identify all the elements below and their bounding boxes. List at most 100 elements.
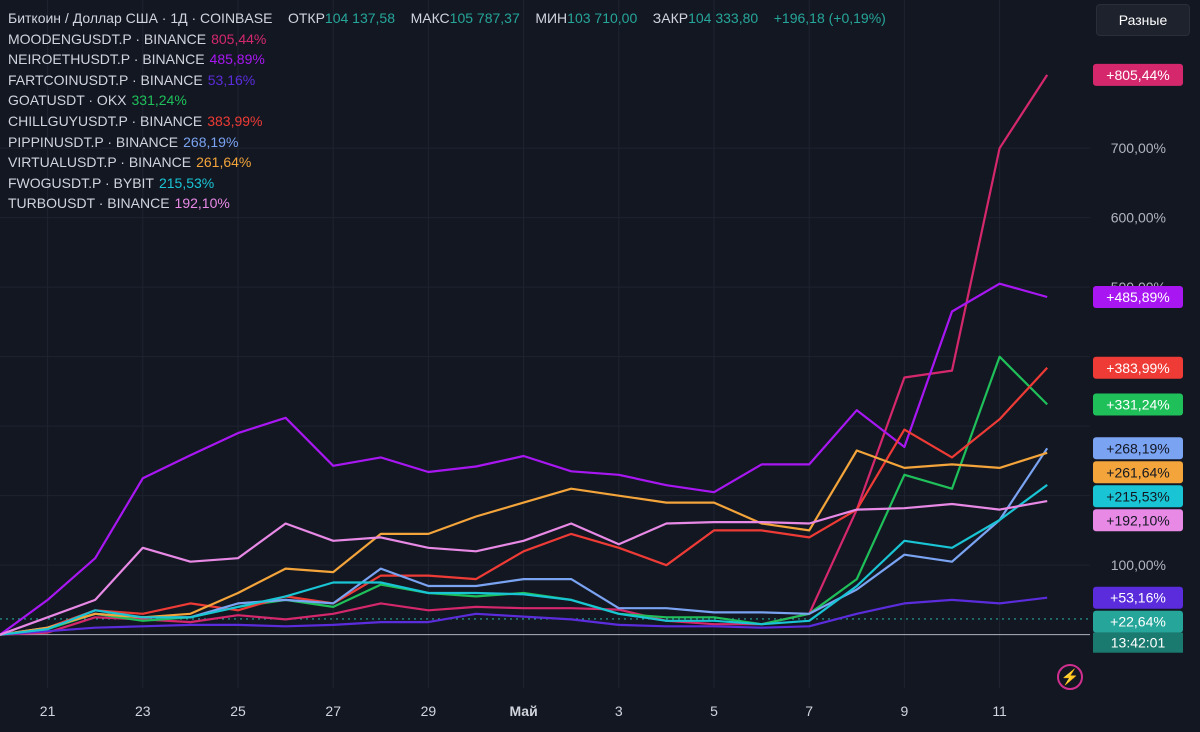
x-tick-label: 11: [992, 703, 1007, 719]
ohlc-low-label: МИН: [535, 10, 568, 26]
ohlc-open-value: 104 137,58: [324, 10, 395, 26]
series-badge-bg: [1093, 63, 1183, 86]
series-badge-label: +331,24%: [1106, 396, 1169, 412]
x-tick-label: 25: [230, 703, 246, 719]
y-axis-tick-labels: 100,00%500,00%600,00%700,00%: [1111, 140, 1166, 573]
compare-symbol-row[interactable]: MOODENGUSDT.P · BINANCE 805,44%: [8, 29, 886, 50]
series-badge-label: +485,89%: [1106, 289, 1169, 305]
series-line: [0, 355, 1048, 636]
series-badge: +485,89%: [1093, 285, 1183, 308]
countdown-label: 13:42:01: [1111, 635, 1166, 651]
series-badge-bg: [1093, 586, 1183, 609]
compare-symbol-change: 805,44%: [211, 30, 267, 47]
grid-lines: [0, 0, 1090, 688]
series-badge: +383,99%: [1093, 356, 1183, 379]
series-line: [0, 500, 1048, 636]
x-tick-label: 9: [901, 703, 909, 719]
series-badge: +268,19%: [1093, 437, 1183, 460]
compare-symbol-row[interactable]: TURBOUSDT · BINANCE 192,10%: [8, 193, 886, 214]
series-badge-bg: [1093, 461, 1183, 484]
compare-symbol-change: 53,16%: [207, 71, 256, 88]
ohlc-high-value: 105 787,37: [449, 10, 520, 26]
compare-symbol-change: 261,64%: [196, 154, 252, 171]
compare-symbol-change: 192,10%: [174, 195, 230, 212]
series-line: [0, 367, 1049, 636]
ohlc-low-value: 103 710,00: [567, 10, 638, 26]
compare-symbol-row[interactable]: FWOGUSDT.P · BYBIT 215,53%: [8, 173, 886, 194]
compare-symbol-change: 268,19%: [183, 133, 239, 150]
series-badge-label: +192,10%: [1106, 512, 1169, 528]
x-tick-label: 23: [135, 703, 151, 719]
series-badge: +22,64%: [1093, 610, 1183, 633]
compare-symbol-change: 215,53%: [158, 174, 215, 191]
compare-symbol-name: GOATUSDT · OKX: [8, 92, 127, 109]
lightning-icon[interactable]: ⚡: [1057, 664, 1083, 690]
series-badge-label: +261,64%: [1106, 464, 1169, 480]
y-tick-label: 600,00%: [1111, 210, 1166, 226]
x-tick-label: 5: [710, 703, 718, 719]
series-badge-label: +268,19%: [1106, 440, 1169, 456]
compare-symbol-name: FWOGUSDT.P · BYBIT: [8, 174, 154, 191]
series-line: [0, 449, 1048, 636]
compare-symbol-name: VIRTUALUSDT.P · BINANCE: [8, 154, 192, 171]
compare-symbol-row[interactable]: PIPPINUSDT.P · BINANCE 268,19%: [8, 132, 886, 153]
series-line: [0, 484, 1048, 636]
series-badge: +215,53%: [1093, 485, 1183, 508]
y-tick-label: 700,00%: [1111, 140, 1166, 156]
series-badge-label: +53,16%: [1110, 590, 1166, 606]
compare-symbol-name: NEIROETHUSDT.P · BINANCE: [8, 51, 205, 68]
compare-symbol-name: TURBOUSDT · BINANCE: [8, 195, 170, 212]
compare-symbol-name: CHILLGUYUSDT.P · BINANCE: [8, 112, 203, 129]
series-badge-label: +805,44%: [1106, 67, 1169, 83]
x-tick-label: 27: [325, 703, 341, 719]
x-tick-label: 3: [615, 703, 623, 719]
compare-symbol-name: FARTCOINUSDT.P · BINANCE: [8, 71, 203, 88]
series-line: [0, 596, 1048, 636]
series-line: [0, 282, 1048, 636]
ohlc-high-label: МАКС: [410, 10, 450, 26]
series-badge: +331,24%: [1093, 393, 1183, 416]
compare-symbol-name: PIPPINUSDT.P · BINANCE: [8, 133, 179, 150]
main-symbol-row[interactable]: Биткоин / Доллар США · 1Д · COINBASE ОТК…: [8, 8, 886, 29]
compare-symbol-change: 485,89%: [209, 51, 265, 68]
series-badge-bg: [1093, 509, 1183, 532]
price-change: +196,18 (+0,19%): [773, 10, 886, 26]
series-badge-bg: [1093, 485, 1183, 508]
compare-symbol-name: MOODENGUSDT.P · BINANCE: [8, 30, 207, 47]
series-badge-bg: [1093, 393, 1183, 416]
price-scale-badges: +805,44% +485,89% +383,99% +331,24% +268,19%…: [1093, 63, 1183, 653]
series-badge: +192,10%: [1093, 509, 1183, 532]
series-badge: +53,16%: [1093, 586, 1183, 609]
series-badge-bg: [1093, 610, 1183, 633]
ohlc-open-label: ОТКР: [287, 10, 325, 26]
series-badge-label: +215,53%: [1106, 488, 1169, 504]
series-badge-bg: [1093, 356, 1183, 379]
x-tick-label: 29: [421, 703, 437, 719]
x-tick-label: 21: [40, 703, 56, 719]
compare-symbol-row[interactable]: CHILLGUYUSDT.P · BINANCE 383,99%: [8, 111, 886, 132]
ohlc-close-label: ЗАКР: [652, 10, 689, 26]
compare-symbol-row[interactable]: NEIROETHUSDT.P · BINANCE 485,89%: [8, 49, 886, 70]
series-badge-bg: [1093, 437, 1183, 460]
compare-symbol-row[interactable]: VIRTUALUSDT.P · BINANCE 261,64%: [8, 152, 886, 173]
scale-mode-button[interactable]: Разные: [1096, 4, 1190, 36]
series-badge: +261,64%: [1093, 461, 1183, 484]
series-line: [0, 74, 1049, 636]
series-badge-label: +22,64%: [1110, 614, 1166, 630]
main-symbol-title: Биткоин / Доллар США · 1Д · COINBASE: [8, 10, 273, 26]
series-lines: [0, 74, 1049, 636]
y-tick-label: 100,00%: [1111, 557, 1166, 573]
x-axis-tick-labels: 21 23 25 27 29 Май 3 5 7 9 11: [40, 703, 1007, 719]
compare-symbol-change: 383,99%: [207, 112, 263, 129]
compare-symbol-list: MOODENGUSDT.P · BINANCE 805,44% NEIROETHUS…: [8, 29, 886, 214]
compare-symbol-change: 331,24%: [131, 92, 187, 109]
compare-symbol-row[interactable]: FARTCOINUSDT.P · BINANCE 53,16%: [8, 70, 886, 91]
x-tick-label: 7: [805, 703, 813, 719]
x-tick-label: Май: [509, 703, 537, 719]
chart-legend: Биткоин / Доллар США · 1Д · COINBASE ОТК…: [8, 8, 886, 214]
countdown-badge: 13:42:01: [1093, 632, 1183, 653]
ohlc-close-value: 104 333,80: [688, 10, 759, 26]
compare-symbol-row[interactable]: GOATUSDT · OKX 331,24%: [8, 90, 886, 111]
series-badge-label: +383,99%: [1106, 360, 1169, 376]
